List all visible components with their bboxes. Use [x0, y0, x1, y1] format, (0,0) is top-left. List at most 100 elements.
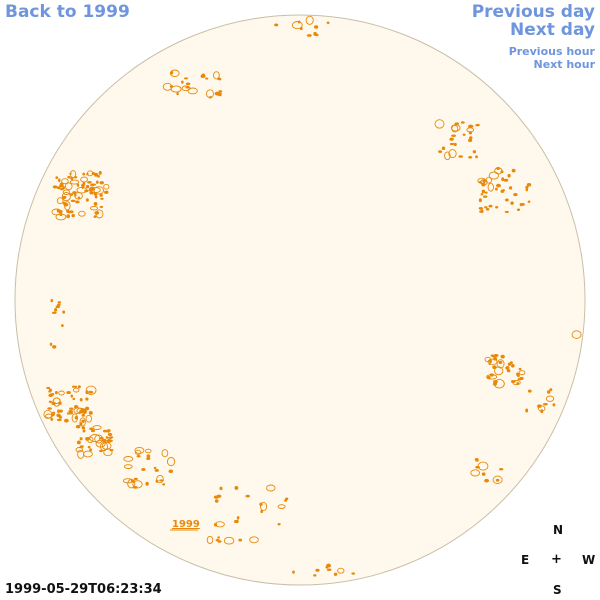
contour-mark — [500, 189, 505, 194]
previous-hour-link[interactable]: Previous hour — [508, 45, 595, 58]
contour-mark — [494, 187, 498, 191]
contour-mark — [51, 411, 56, 415]
contour-mark — [89, 427, 94, 431]
contour-mark — [95, 180, 99, 184]
contour-mark — [504, 210, 509, 213]
back-to-year-link[interactable]: Back to 1999 — [5, 2, 130, 22]
contour-mark — [185, 86, 190, 89]
contour-mark — [94, 172, 99, 177]
contour-mark — [475, 155, 478, 159]
previous-day-link[interactable]: Previous day — [471, 2, 595, 22]
contour-mark — [94, 194, 98, 199]
contour-mark — [66, 209, 70, 213]
contour-mark — [82, 172, 86, 176]
next-day-link[interactable]: Next day — [510, 20, 595, 40]
contour-mark — [77, 196, 81, 199]
contour-mark — [61, 324, 64, 328]
contour-mark — [291, 21, 303, 30]
active-region-contours — [43, 15, 582, 577]
contour-mark — [552, 403, 556, 407]
contour-mark — [69, 407, 74, 410]
contour-mark — [69, 170, 77, 179]
contour-mark — [493, 357, 498, 361]
contour-mark — [58, 390, 65, 396]
contour-mark — [466, 127, 475, 133]
contour-mark — [82, 429, 86, 433]
contour-mark — [510, 201, 514, 205]
contour-mark — [201, 73, 206, 77]
contour-mark — [93, 215, 97, 218]
contour-mark — [468, 155, 473, 159]
contour-mark — [123, 464, 133, 469]
contour-mark — [46, 386, 51, 390]
contour-mark — [78, 210, 86, 217]
contour-mark — [146, 454, 151, 458]
contour-mark — [500, 354, 505, 359]
contour-mark — [55, 305, 61, 309]
contour-mark — [507, 173, 511, 178]
contour-mark — [153, 466, 157, 470]
contour-mark — [102, 438, 107, 443]
contour-mark — [571, 330, 582, 339]
contour-mark — [68, 409, 73, 413]
contour-mark — [105, 436, 109, 439]
contour-mark — [500, 170, 504, 174]
contour-mark — [130, 479, 135, 483]
contour-mark — [546, 390, 551, 394]
contour-mark — [493, 379, 498, 384]
contour-mark — [481, 183, 485, 187]
year-1999-link[interactable]: 1999 — [172, 519, 200, 530]
contour-mark — [216, 91, 220, 95]
contour-mark — [488, 171, 500, 180]
contour-mark — [462, 133, 466, 136]
contour-mark — [181, 80, 184, 84]
contour-mark — [103, 183, 110, 190]
contour-mark — [306, 34, 312, 37]
contour-mark — [132, 486, 138, 489]
contour-mark — [478, 207, 483, 210]
contour-mark — [66, 412, 70, 415]
contour-mark — [213, 522, 218, 527]
contour-mark — [521, 202, 525, 206]
contour-mark — [313, 25, 319, 29]
contour-mark — [100, 197, 104, 200]
contour-mark — [107, 428, 110, 433]
next-hour-link[interactable]: Next hour — [533, 58, 596, 71]
contour-mark — [450, 124, 461, 132]
contour-mark — [97, 174, 100, 178]
contour-mark — [56, 418, 62, 422]
contour-mark — [127, 479, 136, 489]
contour-mark — [313, 574, 317, 577]
contour-mark — [305, 15, 314, 25]
contour-mark — [451, 134, 457, 137]
contour-mark — [213, 495, 219, 499]
contour-mark — [233, 519, 239, 524]
contour-mark — [170, 70, 174, 75]
contour-mark — [526, 182, 532, 187]
contour-mark — [185, 82, 191, 86]
contour-mark — [488, 362, 491, 365]
contour-mark — [54, 390, 58, 395]
contour-mark — [285, 497, 289, 501]
contour-mark — [518, 367, 522, 371]
contour-mark — [326, 563, 332, 568]
contour-mark — [56, 186, 61, 190]
contour-mark — [155, 479, 159, 483]
contour-mark — [518, 370, 526, 376]
contour-mark — [492, 365, 497, 370]
contour-mark — [89, 205, 99, 211]
contour-mark — [87, 436, 94, 444]
contour-mark — [259, 502, 263, 506]
contour-mark — [468, 124, 473, 129]
contour-mark — [487, 182, 494, 192]
contour-mark — [45, 413, 53, 419]
contour-mark — [84, 189, 89, 193]
contour-mark — [337, 567, 345, 574]
contour-mark — [134, 446, 145, 454]
contour-mark — [169, 85, 174, 88]
contour-mark — [441, 146, 446, 151]
contour-mark — [99, 449, 103, 453]
contour-mark — [109, 436, 114, 439]
contour-mark — [69, 210, 74, 214]
contour-mark — [70, 199, 76, 203]
